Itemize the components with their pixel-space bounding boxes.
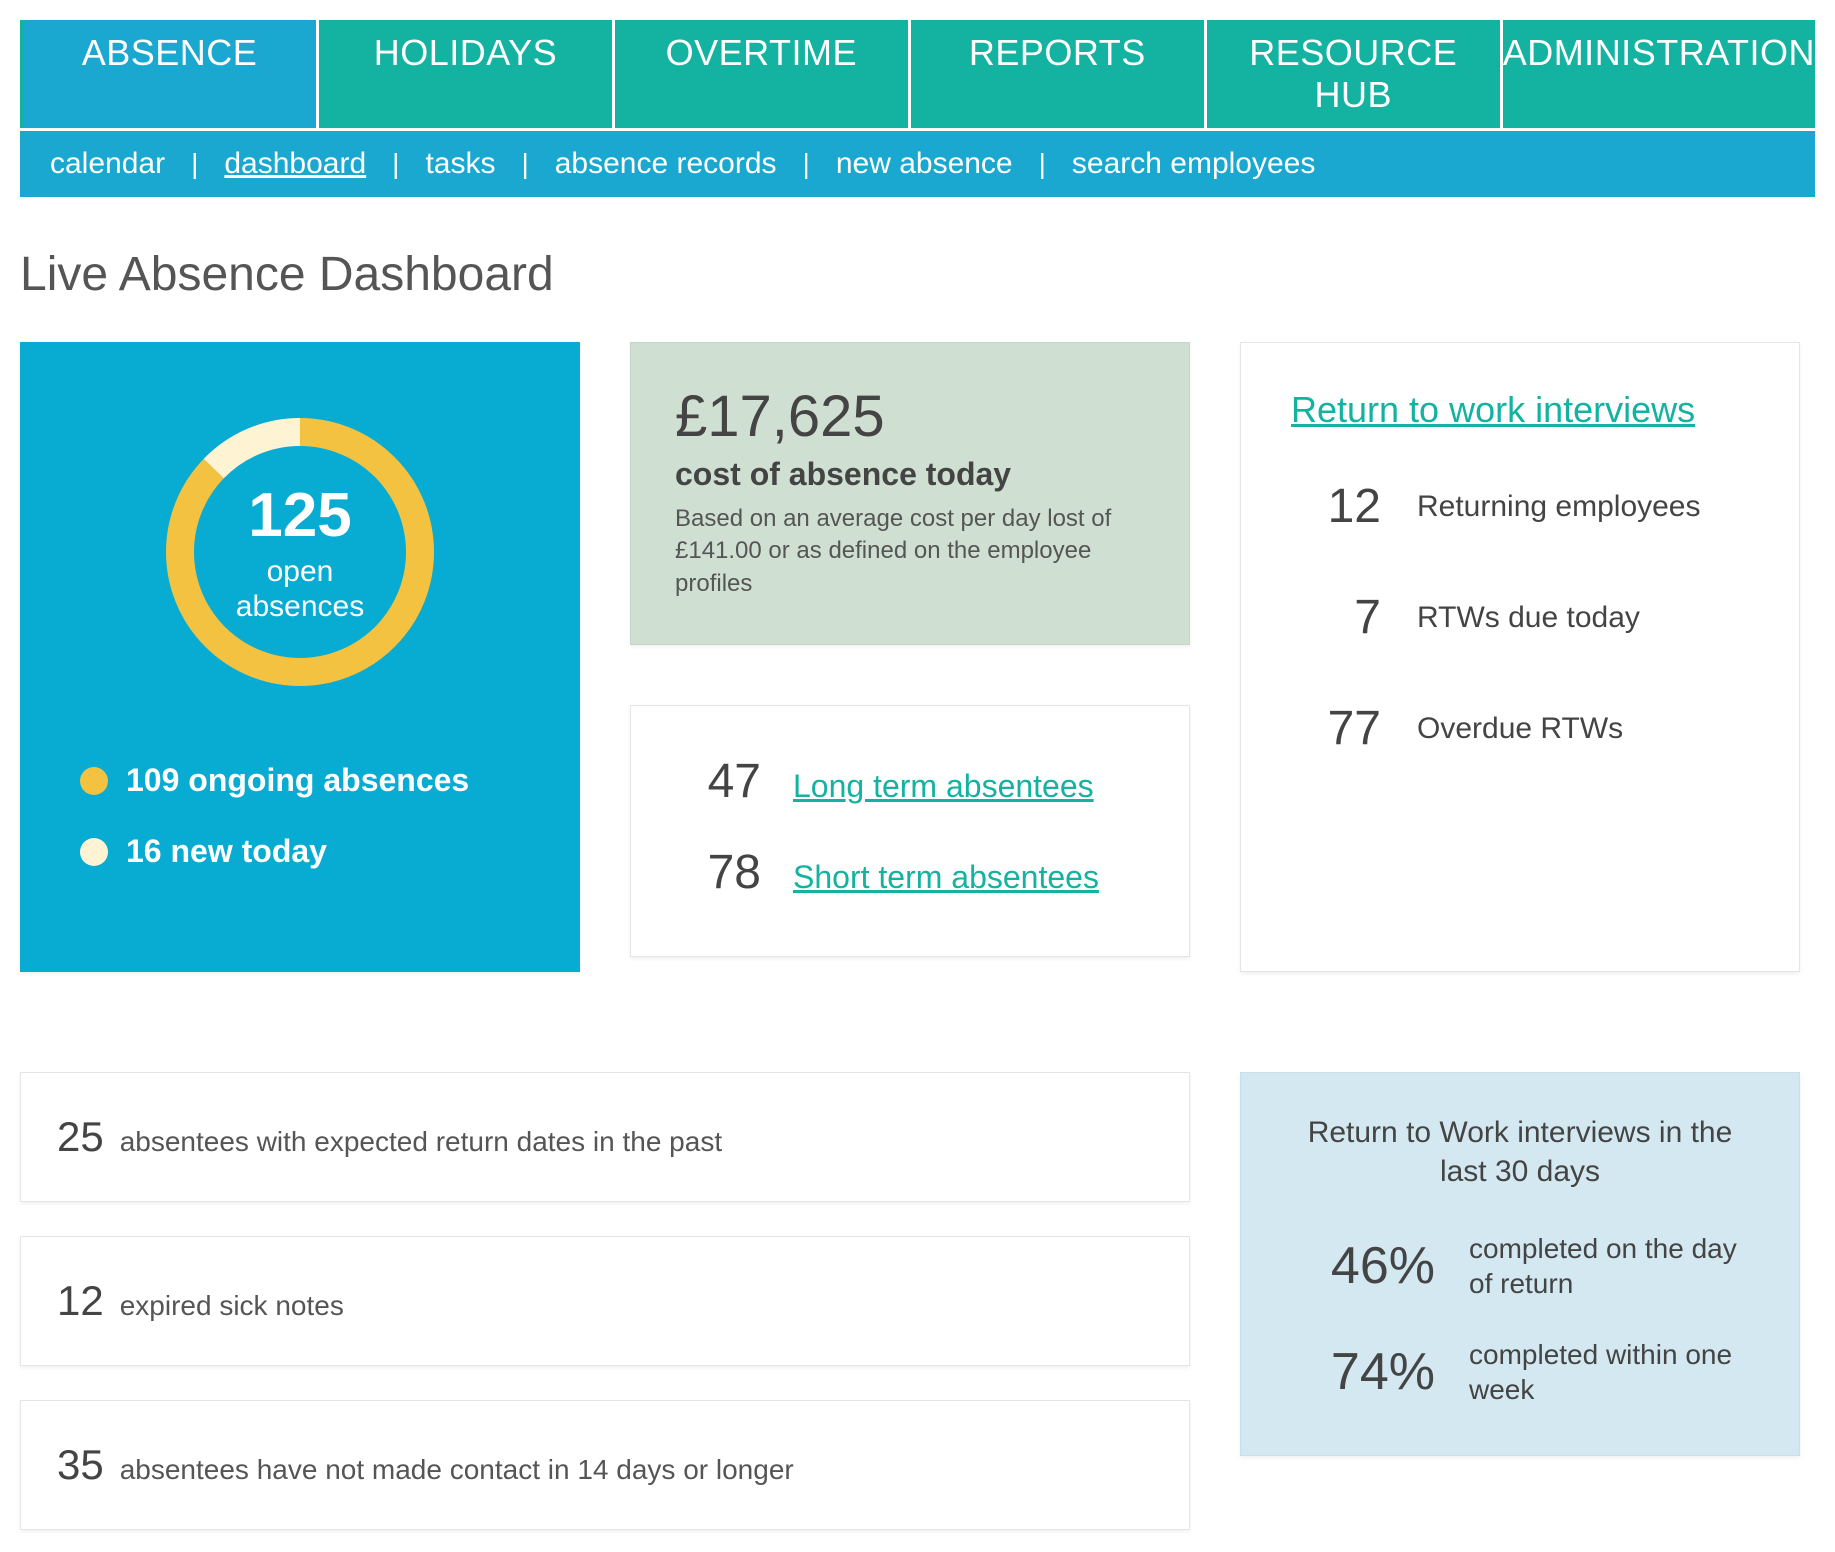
topnav-administration[interactable]: ADMINISTRATION [1503, 20, 1815, 128]
long-term-count: 47 [671, 754, 761, 809]
subnav-separator: | [1039, 148, 1046, 180]
topnav-overtime[interactable]: OVERTIME [615, 20, 911, 128]
short-term-link[interactable]: Short term absentees [793, 859, 1099, 896]
short-term-count: 78 [671, 845, 761, 900]
legend-dot-new [80, 838, 108, 866]
alert-card[interactable]: 35 absentees have not made contact in 14 … [20, 1400, 1190, 1530]
long-term-row: 47 Long term absentees [671, 754, 1149, 809]
rtw-label: RTWs due today [1417, 601, 1640, 635]
alert-card[interactable]: 12 expired sick notes [20, 1236, 1190, 1366]
rtw-count: 77 [1291, 701, 1381, 756]
rtw-30-card: Return to Work interviews in the last 30… [1240, 1072, 1800, 1456]
topnav-holidays[interactable]: HOLIDAYS [319, 20, 615, 128]
col-cost-terms: £17,625 cost of absence today Based on a… [630, 342, 1190, 957]
subnav-calendar[interactable]: calendar [50, 147, 165, 181]
rtw-row: 12 Returning employees [1291, 479, 1749, 534]
subnav-dashboard[interactable]: dashboard [224, 147, 366, 181]
subnav-separator: | [191, 148, 198, 180]
alert-count: 35 [57, 1441, 104, 1489]
subnav-separator: | [803, 148, 810, 180]
rtw-label: Overdue RTWs [1417, 712, 1623, 746]
rtw-30-title: Return to Work interviews in the last 30… [1285, 1113, 1755, 1191]
rtw-count: 7 [1291, 590, 1381, 645]
alert-text: absentees have not made contact in 14 da… [120, 1454, 794, 1486]
open-absences-donut: 125 open absences [150, 402, 450, 702]
short-term-row: 78 Short term absentees [671, 845, 1149, 900]
rtw30-row: 74% completed within one week [1285, 1337, 1755, 1407]
rtw-card: Return to work interviews 12 Returning em… [1240, 342, 1800, 972]
cost-description: Based on an average cost per day lost of… [675, 503, 1145, 600]
subnav-separator: | [521, 148, 528, 180]
legend-new-today: 16 new today [80, 833, 469, 870]
legend-new-text: 16 new today [126, 833, 327, 870]
subnav-separator: | [392, 148, 399, 180]
alert-text: absentees with expected return dates in … [120, 1126, 722, 1158]
open-absences-legend: 109 ongoing absences 16 new today [60, 762, 469, 904]
subnav-absence-records[interactable]: absence records [555, 147, 777, 181]
open-absences-card: 125 open absences 109 ongoing absences 1… [20, 342, 580, 972]
legend-ongoing-text: 109 ongoing absences [126, 762, 469, 799]
subnav-new-absence[interactable]: new absence [836, 147, 1013, 181]
rtw-label: Returning employees [1417, 490, 1701, 524]
alert-list: 25 absentees with expected return dates i… [20, 1072, 1190, 1530]
alert-count: 25 [57, 1113, 104, 1161]
rtw30-row: 46% completed on the day of return [1285, 1231, 1755, 1301]
cost-value: £17,625 [675, 383, 1145, 450]
cost-card: £17,625 cost of absence today Based on a… [630, 342, 1190, 645]
sub-nav: calendar | dashboard | tasks | absence records… [20, 128, 1815, 197]
rtw30-pct: 46% [1285, 1236, 1435, 1296]
subnav-tasks[interactable]: tasks [425, 147, 495, 181]
rtw30-label: completed on the day of return [1469, 1231, 1755, 1301]
subnav-search-employees[interactable]: search employees [1072, 147, 1315, 181]
topnav-resource-hub[interactable]: RESOURCE HUB [1207, 20, 1503, 128]
topnav-absence[interactable]: ABSENCE [23, 20, 319, 128]
open-absences-count: 125 [248, 480, 351, 551]
legend-ongoing: 109 ongoing absences [80, 762, 469, 799]
long-term-link[interactable]: Long term absentees [793, 768, 1094, 805]
top-nav: ABSENCEHOLIDAYSOVERTIMEREPORTSRESOURCE H… [20, 20, 1815, 128]
rtw-row: 77 Overdue RTWs [1291, 701, 1749, 756]
cost-title: cost of absence today [675, 456, 1145, 493]
rtw-row: 7 RTWs due today [1291, 590, 1749, 645]
rtw-count: 12 [1291, 479, 1381, 534]
rtw-title-link[interactable]: Return to work interviews [1291, 389, 1695, 431]
bottom-row: 25 absentees with expected return dates i… [20, 1072, 1815, 1530]
alert-text: expired sick notes [120, 1290, 344, 1322]
term-absentees-card: 47 Long term absentees 78 Short term abs… [630, 705, 1190, 957]
legend-dot-ongoing [80, 767, 108, 795]
rtw30-pct: 74% [1285, 1342, 1435, 1402]
alert-count: 12 [57, 1277, 104, 1325]
rtw30-label: completed within one week [1469, 1337, 1755, 1407]
topnav-reports[interactable]: REPORTS [911, 20, 1207, 128]
open-absences-label: open absences [236, 555, 364, 624]
page-title: Live Absence Dashboard [20, 247, 1815, 302]
dashboard-grid: 125 open absences 109 ongoing absences 1… [20, 342, 1815, 1022]
alert-card[interactable]: 25 absentees with expected return dates i… [20, 1072, 1190, 1202]
